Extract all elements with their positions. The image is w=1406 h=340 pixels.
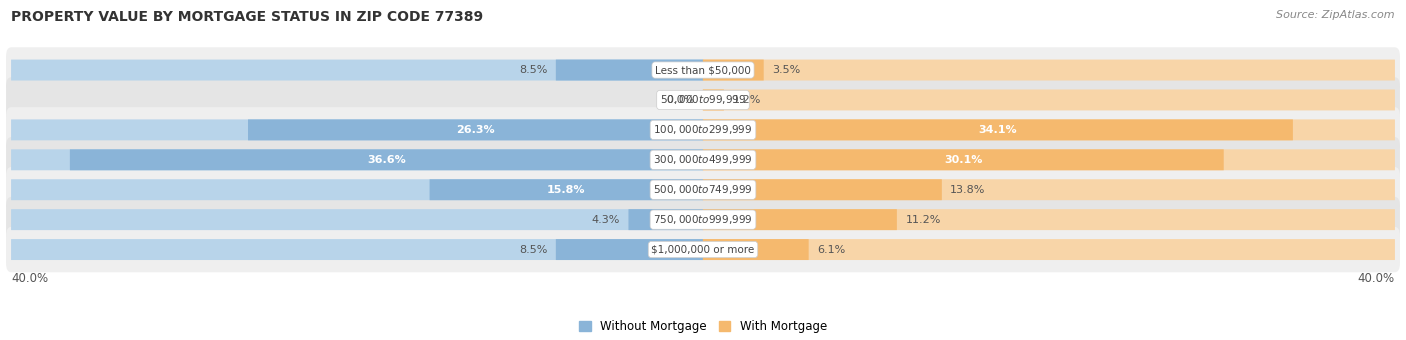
Text: $50,000 to $99,999: $50,000 to $99,999 xyxy=(659,94,747,106)
Text: PROPERTY VALUE BY MORTGAGE STATUS IN ZIP CODE 77389: PROPERTY VALUE BY MORTGAGE STATUS IN ZIP… xyxy=(11,10,484,24)
FancyBboxPatch shape xyxy=(703,209,1395,230)
Text: $500,000 to $749,999: $500,000 to $749,999 xyxy=(654,183,752,196)
FancyBboxPatch shape xyxy=(11,239,703,260)
FancyBboxPatch shape xyxy=(11,119,703,140)
FancyBboxPatch shape xyxy=(6,167,1400,212)
Text: 40.0%: 40.0% xyxy=(11,272,48,285)
FancyBboxPatch shape xyxy=(11,209,703,230)
Text: $750,000 to $999,999: $750,000 to $999,999 xyxy=(654,213,752,226)
FancyBboxPatch shape xyxy=(430,179,703,200)
FancyBboxPatch shape xyxy=(703,239,1395,260)
FancyBboxPatch shape xyxy=(703,149,1223,170)
Text: 8.5%: 8.5% xyxy=(519,244,547,255)
FancyBboxPatch shape xyxy=(703,119,1395,140)
FancyBboxPatch shape xyxy=(6,197,1400,242)
Text: 8.5%: 8.5% xyxy=(519,65,547,75)
FancyBboxPatch shape xyxy=(6,77,1400,123)
FancyBboxPatch shape xyxy=(247,119,703,140)
Text: $300,000 to $499,999: $300,000 to $499,999 xyxy=(654,153,752,166)
FancyBboxPatch shape xyxy=(6,107,1400,153)
FancyBboxPatch shape xyxy=(703,179,1395,200)
Text: Less than $50,000: Less than $50,000 xyxy=(655,65,751,75)
Text: 4.3%: 4.3% xyxy=(592,215,620,225)
FancyBboxPatch shape xyxy=(70,149,703,170)
FancyBboxPatch shape xyxy=(555,239,703,260)
Text: 34.1%: 34.1% xyxy=(979,125,1017,135)
FancyBboxPatch shape xyxy=(703,59,763,81)
Text: 40.0%: 40.0% xyxy=(1358,272,1395,285)
FancyBboxPatch shape xyxy=(6,47,1400,93)
FancyBboxPatch shape xyxy=(703,59,1395,81)
Text: $1,000,000 or more: $1,000,000 or more xyxy=(651,244,755,255)
FancyBboxPatch shape xyxy=(11,59,703,81)
FancyBboxPatch shape xyxy=(703,119,1294,140)
Text: 13.8%: 13.8% xyxy=(950,185,986,195)
Text: 0.0%: 0.0% xyxy=(666,95,695,105)
Text: Source: ZipAtlas.com: Source: ZipAtlas.com xyxy=(1277,10,1395,20)
FancyBboxPatch shape xyxy=(703,149,1395,170)
Text: 11.2%: 11.2% xyxy=(905,215,941,225)
Text: 15.8%: 15.8% xyxy=(547,185,586,195)
Text: 26.3%: 26.3% xyxy=(457,125,495,135)
FancyBboxPatch shape xyxy=(11,179,703,200)
FancyBboxPatch shape xyxy=(6,227,1400,272)
Text: 3.5%: 3.5% xyxy=(772,65,800,75)
FancyBboxPatch shape xyxy=(628,209,703,230)
FancyBboxPatch shape xyxy=(703,239,808,260)
FancyBboxPatch shape xyxy=(703,89,724,110)
FancyBboxPatch shape xyxy=(11,149,703,170)
Text: 6.1%: 6.1% xyxy=(817,244,845,255)
Text: 36.6%: 36.6% xyxy=(367,155,406,165)
Legend: Without Mortgage, With Mortgage: Without Mortgage, With Mortgage xyxy=(574,316,832,338)
Text: 1.2%: 1.2% xyxy=(733,95,761,105)
FancyBboxPatch shape xyxy=(703,89,1395,110)
FancyBboxPatch shape xyxy=(703,179,942,200)
FancyBboxPatch shape xyxy=(555,59,703,81)
Text: $100,000 to $299,999: $100,000 to $299,999 xyxy=(654,123,752,136)
FancyBboxPatch shape xyxy=(703,209,897,230)
FancyBboxPatch shape xyxy=(6,137,1400,183)
Text: 30.1%: 30.1% xyxy=(943,155,983,165)
